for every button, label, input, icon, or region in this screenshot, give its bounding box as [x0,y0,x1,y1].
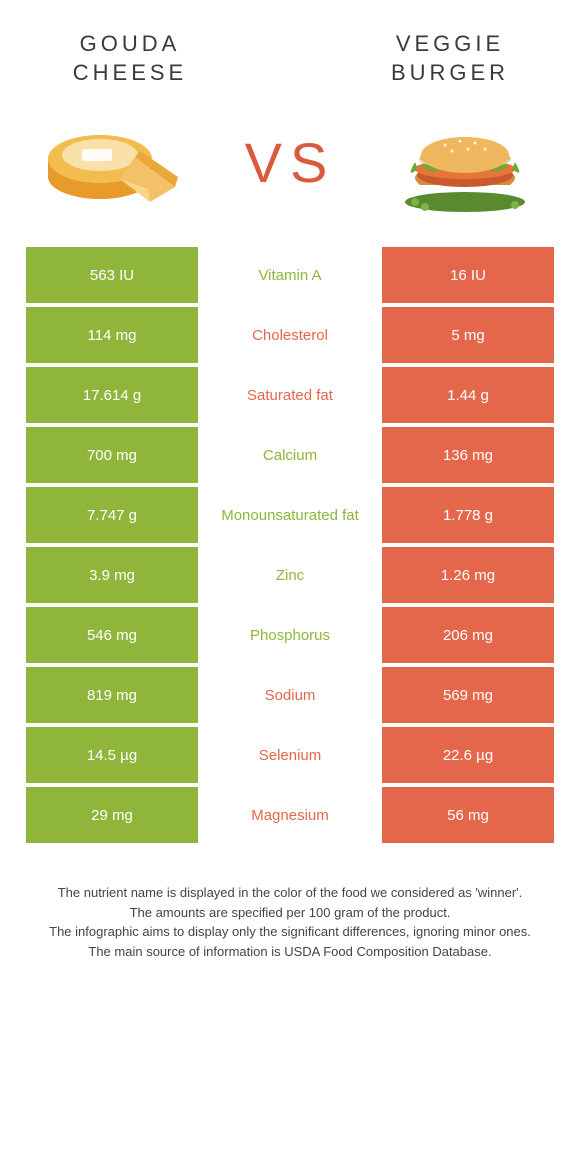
nutrient-label: Zinc [198,547,382,603]
footer-notes: The nutrient name is displayed in the co… [0,883,580,961]
table-row: 819 mgSodium569 mg [26,667,554,723]
footer-line: The main source of information is USDA F… [30,942,550,962]
left-value: 819 mg [26,667,198,723]
left-value: 29 mg [26,787,198,843]
vs-row: VS [0,107,580,247]
right-value: 136 mg [382,427,554,483]
nutrient-label: Magnesium [198,787,382,843]
right-value: 1.26 mg [382,547,554,603]
right-food-title: VEGGIE BURGER [360,30,540,87]
left-value: 563 IU [26,247,198,303]
right-value: 56 mg [382,787,554,843]
table-row: 3.9 mgZinc1.26 mg [26,547,554,603]
table-row: 700 mgCalcium136 mg [26,427,554,483]
table-row: 114 mgCholesterol5 mg [26,307,554,363]
nutrient-label: Sodium [198,667,382,723]
right-value: 16 IU [382,247,554,303]
comparison-table: 563 IUVitamin A16 IU114 mgCholesterol5 m… [26,247,554,843]
right-value: 22.6 µg [382,727,554,783]
right-value: 1.778 g [382,487,554,543]
left-value: 3.9 mg [26,547,198,603]
nutrient-label: Calcium [198,427,382,483]
left-value: 700 mg [26,427,198,483]
table-row: 563 IUVitamin A16 IU [26,247,554,303]
right-value: 5 mg [382,307,554,363]
nutrient-label: Selenium [198,727,382,783]
burger-image [390,107,540,217]
gouda-image [40,107,190,217]
left-food-title: GOUDA CHEESE [40,30,220,87]
nutrient-label: Monounsaturated fat [198,487,382,543]
nutrient-label: Vitamin A [198,247,382,303]
left-value: 7.747 g [26,487,198,543]
right-value: 1.44 g [382,367,554,423]
footer-line: The infographic aims to display only the… [30,922,550,942]
vs-label: VS [245,130,336,195]
table-row: 546 mgPhosphorus206 mg [26,607,554,663]
right-value: 569 mg [382,667,554,723]
table-row: 7.747 gMonounsaturated fat1.778 g [26,487,554,543]
header: GOUDA CHEESE VEGGIE BURGER [0,0,580,107]
left-value: 546 mg [26,607,198,663]
footer-line: The nutrient name is displayed in the co… [30,883,550,903]
left-value: 114 mg [26,307,198,363]
nutrient-label: Phosphorus [198,607,382,663]
left-value: 17.614 g [26,367,198,423]
table-row: 29 mgMagnesium56 mg [26,787,554,843]
footer-line: The amounts are specified per 100 gram o… [30,903,550,923]
table-row: 14.5 µgSelenium22.6 µg [26,727,554,783]
left-value: 14.5 µg [26,727,198,783]
nutrient-label: Saturated fat [198,367,382,423]
nutrient-label: Cholesterol [198,307,382,363]
table-row: 17.614 gSaturated fat1.44 g [26,367,554,423]
right-value: 206 mg [382,607,554,663]
